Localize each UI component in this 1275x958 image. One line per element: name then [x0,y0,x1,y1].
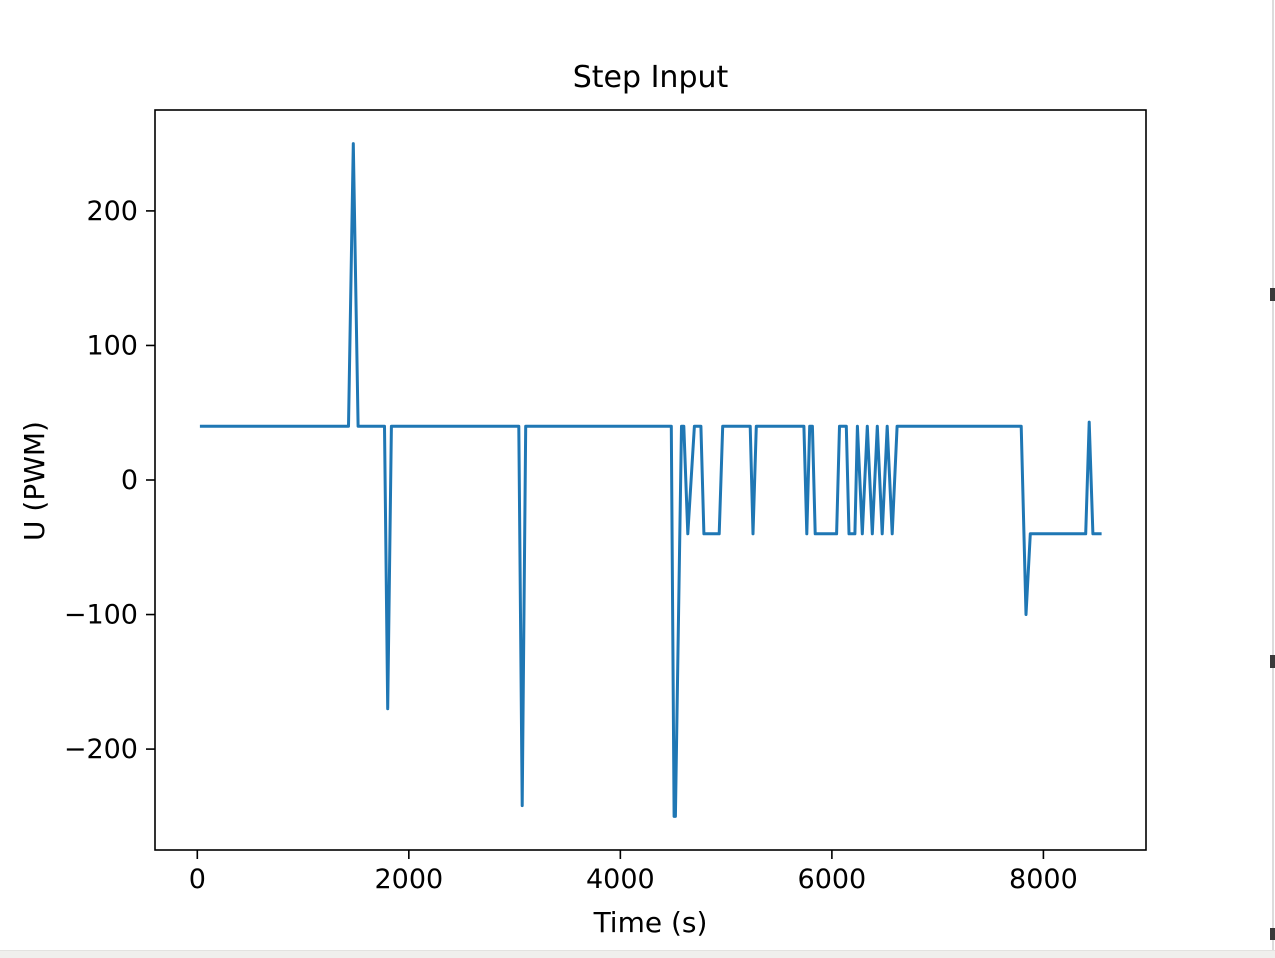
window-edge-mark-middle [1270,655,1275,668]
y-tick-label: −200 [64,734,138,765]
y-tick-label: 200 [86,196,138,227]
x-tick-label: 2000 [374,864,443,895]
axes-spines [154,109,1147,851]
window-edge-bottom-strip [0,950,1275,958]
window-edge-mark-top [1270,288,1275,301]
window-edge-right-line [1272,0,1274,958]
step-input-line [199,142,1102,818]
x-tick-label: 6000 [798,864,867,895]
x-axis-label: Time (s) [593,906,708,939]
x-tick-label: 4000 [586,864,655,895]
y-axis-label: U (PWM) [18,421,51,541]
chart-title: Step Input [572,60,729,95]
y-tick-label: 100 [86,330,138,361]
x-tick-label: 8000 [1009,864,1078,895]
window-edge-mark-bottom [1270,928,1275,940]
y-tick-label: 0 [121,465,138,496]
y-tick-label: −100 [64,600,138,631]
x-tick-label: 0 [189,864,206,895]
